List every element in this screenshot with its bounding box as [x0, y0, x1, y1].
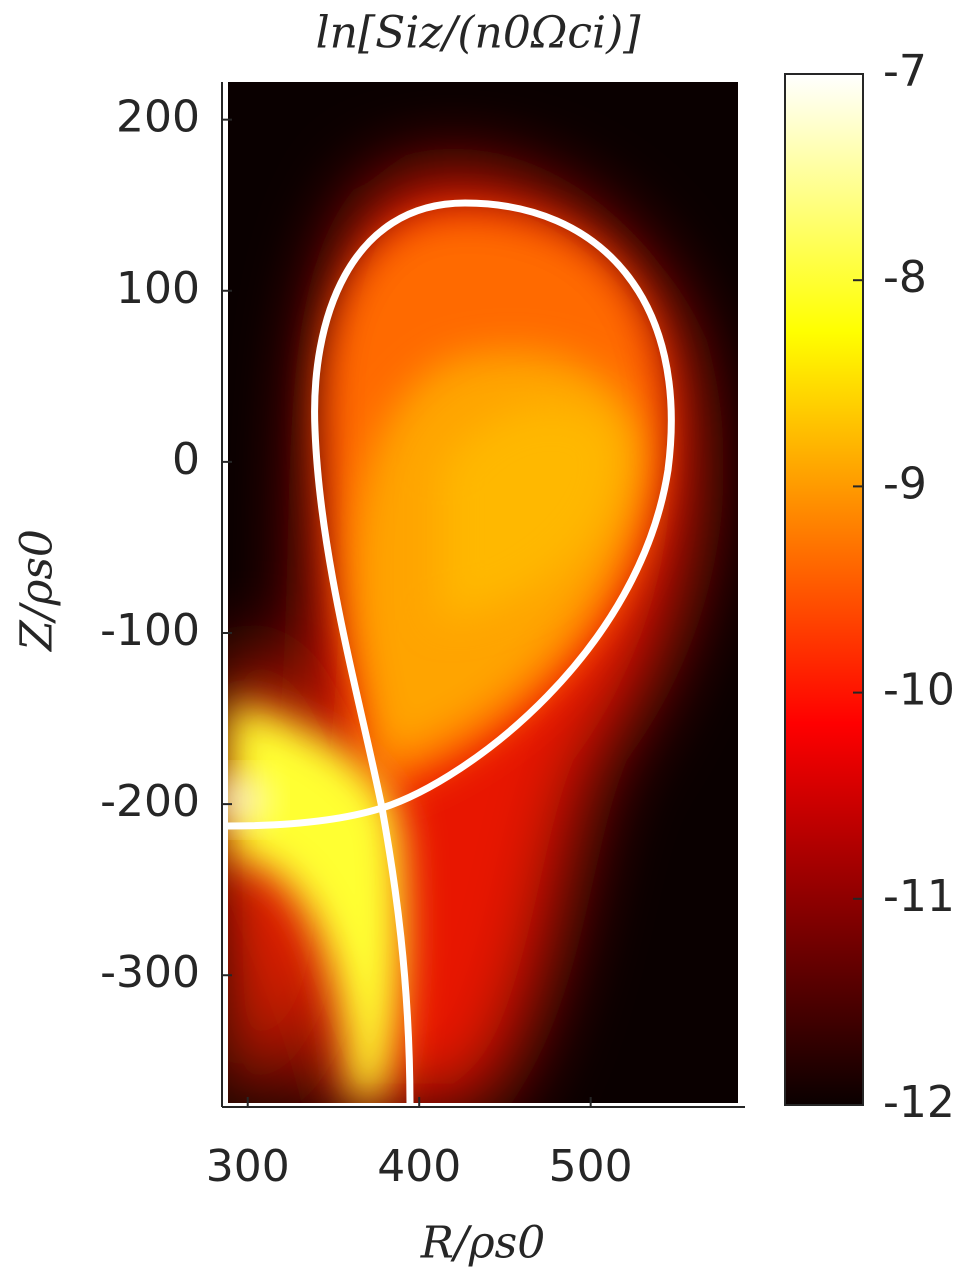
colorbar	[784, 73, 864, 1106]
y-tick-label: -200	[100, 776, 200, 827]
colorbar-tick-label: -7	[883, 46, 927, 97]
x-tick-label: 400	[377, 1141, 461, 1192]
colorbar-tick-label: -12	[883, 1077, 955, 1128]
colorbar-tick-label: -8	[883, 252, 927, 303]
x-tick-label: 300	[206, 1141, 290, 1192]
heatmap-field	[228, 82, 738, 1103]
y-tick-label: -100	[100, 605, 200, 656]
chart-title: ln[Siz/(n0Ωci)]	[316, 8, 642, 59]
y-axis-label: Z/ρs0	[12, 529, 63, 653]
y-tick-label: 100	[116, 263, 200, 314]
colorbar-tick-label: -10	[883, 665, 955, 716]
y-tick-label: 200	[116, 92, 200, 143]
x-tick-label: 500	[549, 1141, 633, 1192]
y-tick-label: -300	[100, 947, 200, 998]
colorbar-tick-label: -11	[883, 871, 955, 922]
colorbar-tick-label: -9	[883, 458, 927, 509]
y-tick-label: 0	[172, 434, 200, 485]
x-axis-label: R/ρs0	[420, 1218, 545, 1269]
